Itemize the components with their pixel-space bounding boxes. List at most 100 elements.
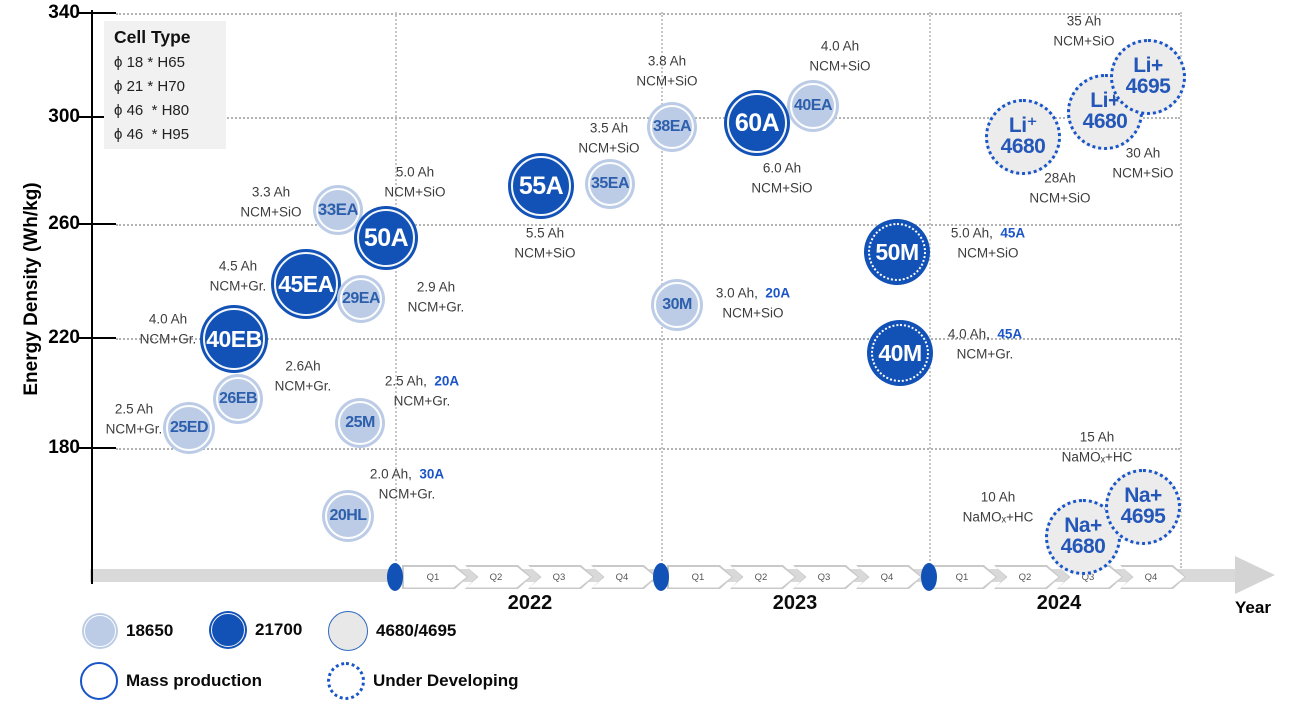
- cell-format-legend-swatch-gray: [328, 611, 368, 651]
- annotation-line: NaMOₓ+HC: [962, 509, 1034, 524]
- quarter-2024-Q1: Q1: [931, 565, 997, 589]
- y-axis-title: Energy Density (Wh/kg): [21, 182, 42, 396]
- quarter-label: Q4: [1144, 571, 1158, 583]
- y-tick-label-220: 220: [48, 327, 80, 348]
- bubble-Li-4680-b: Li+ 4680: [1067, 74, 1143, 150]
- x-gridline-3: [929, 12, 931, 568]
- cell-format-legend-swatch-light: [82, 613, 118, 649]
- annotation-line: NCM+Gr.: [274, 378, 332, 393]
- y-tick-mark-260: [79, 223, 116, 225]
- y-tick-label-260: 260: [48, 213, 80, 234]
- annotation-line: NCM+SiO: [809, 58, 871, 73]
- annotation-12: 3.8 Ah NCM+SiO: [636, 51, 697, 90]
- bubble-50A: 50A: [354, 206, 418, 270]
- quarter-2022-Q3: Q3: [528, 565, 594, 589]
- annotation-line: 30 Ah: [1125, 145, 1161, 161]
- status-legend-swatch-solid: [80, 662, 118, 700]
- cell-format-legend-label: 4680/4695: [376, 621, 457, 640]
- y-tick-mark-220: [79, 337, 116, 339]
- annotation-line: 4.0 Ah, 45A: [947, 326, 1023, 342]
- annotation-line: 28Ah: [1044, 170, 1076, 186]
- annotation-16: 5.0 Ah, 45A NCM+SiO: [951, 223, 1025, 262]
- quarter-chevron-fill: [593, 567, 656, 588]
- annotation-line: 2.5 Ah, 20A: [384, 373, 460, 389]
- annotation-20: 30 Ah NCM+SiO: [1112, 143, 1173, 182]
- quarter-label: Q2: [489, 571, 503, 583]
- bubble-label: 26EB: [218, 390, 258, 408]
- annotation-21: 10 Ah NaMOₓ+HC: [963, 487, 1034, 526]
- bubble-label: 30M: [662, 296, 692, 314]
- quarter-chevron-fill: [669, 567, 732, 588]
- bubble-25M: 25M: [335, 398, 385, 448]
- quarter-label: Q4: [615, 571, 629, 583]
- annotation-7: 5.0 Ah NCM+SiO: [384, 162, 445, 201]
- bubble-label: 40EA: [793, 97, 833, 115]
- annotation-4: 4.5 Ah NCM+Gr.: [210, 256, 267, 295]
- annotation-line: 3.3 Ah: [251, 184, 291, 200]
- annotation-9: 2.0 Ah, 30A NCM+Gr.: [370, 464, 444, 503]
- cell-type-item-2: ϕ 21 * H70: [114, 78, 185, 95]
- annotation-1: 2.5 Ah NCM+Gr.: [106, 399, 163, 438]
- cell-type-item-3: ϕ 46 * H80: [114, 102, 190, 119]
- bubble-55A: 55A: [508, 153, 574, 219]
- annotation-11: 3.5 Ah NCM+SiO: [578, 118, 639, 157]
- bubble-60A: 60A: [724, 90, 790, 156]
- cell-type-legend-items: ϕ 18 * H65 ϕ 21 * H70 ϕ 46 * H80 ϕ 46 * H95: [114, 51, 226, 147]
- quarter-2023-Q1: Q1: [667, 565, 733, 589]
- cell-type-item-4: ϕ 46 * H95: [114, 126, 190, 143]
- annotation-line: 4.0 Ah: [148, 311, 188, 327]
- bubble-label: 45EA: [278, 270, 334, 297]
- y-tick-label-180: 180: [48, 437, 80, 458]
- cell-type-legend: Cell Type ϕ 18 * H65 ϕ 21 * H70 ϕ 46 * H80…: [104, 21, 226, 149]
- bubble-label: Li⁺ 4680: [1000, 114, 1046, 158]
- year-label-2024: 2024: [1036, 592, 1082, 614]
- annotation-line: 3.8 Ah: [647, 53, 687, 69]
- annotation-line: NCM+Gr.: [209, 278, 267, 293]
- bubble-40M: 40M: [867, 320, 933, 386]
- bubble-label: 33EA: [317, 199, 359, 219]
- annotation-line: 3.0 Ah, 20A: [715, 285, 791, 301]
- quarter-2022-Q1: Q1: [402, 565, 468, 589]
- quarter-chevron-fill: [404, 567, 467, 588]
- bubble-label: 35EA: [590, 175, 630, 193]
- annotation-14: 6.0 Ah NCM+SiO: [751, 158, 812, 197]
- quarter-2023-Q3: Q3: [793, 565, 859, 589]
- quarter-label: Q1: [426, 571, 440, 583]
- annotation-line: 4.5 Ah: [218, 258, 258, 274]
- y-gridline-340: [116, 13, 1180, 15]
- quarter-label: Q1: [691, 571, 705, 583]
- bubble-label: 40M: [878, 339, 922, 366]
- quarter-chevron-fill: [933, 567, 996, 588]
- timeline-arrowhead-icon: [1235, 556, 1275, 594]
- x-gridline-4: [1180, 12, 1182, 568]
- bubble-label: 55A: [518, 171, 564, 200]
- y-tick-label-340: 340: [48, 2, 80, 23]
- quarter-label: Q3: [1081, 571, 1095, 583]
- annotation-line: NCM+Gr.: [393, 393, 451, 408]
- annotation-3: 4.0 Ah NCM+Gr.: [140, 309, 197, 348]
- status-legend-label: Mass production: [126, 671, 263, 690]
- bubble-label: Li+ 4695: [1125, 54, 1171, 98]
- annotation-line: NaMOₓ+HC: [1061, 449, 1133, 464]
- quarter-chevron-fill: [1122, 567, 1185, 588]
- bubble-label: 50A: [363, 223, 409, 252]
- y-tick-mark-180: [79, 447, 116, 449]
- annotation-line: 6.0 Ah: [762, 160, 802, 176]
- quarter-chevron-fill: [530, 567, 593, 588]
- annotation-line: NCM+SiO: [578, 140, 640, 155]
- quarter-label: Q4: [880, 571, 894, 583]
- annotation-13: 4.0 Ah NCM+SiO: [809, 36, 870, 75]
- annotation-8: 2.5 Ah, 20A NCM+Gr.: [385, 371, 459, 410]
- status-legend-swatch-dotted: [327, 662, 365, 700]
- annotation-line: 4.0 Ah: [820, 38, 860, 54]
- bubble-label: 25M: [345, 414, 375, 432]
- quarter-label: Q1: [955, 571, 969, 583]
- annotation-17: 4.0 Ah, 45A NCM+Gr.: [948, 324, 1022, 363]
- bubble-label: Li+ 4680: [1082, 89, 1128, 133]
- annotation-line: 2.5 Ah: [114, 401, 154, 417]
- bubble-label: Na+ 4695: [1120, 484, 1166, 528]
- annotation-line: 5.5 Ah: [525, 225, 565, 241]
- y-tick-mark-300: [79, 116, 116, 118]
- bubble-label: Na+ 4680: [1060, 514, 1106, 558]
